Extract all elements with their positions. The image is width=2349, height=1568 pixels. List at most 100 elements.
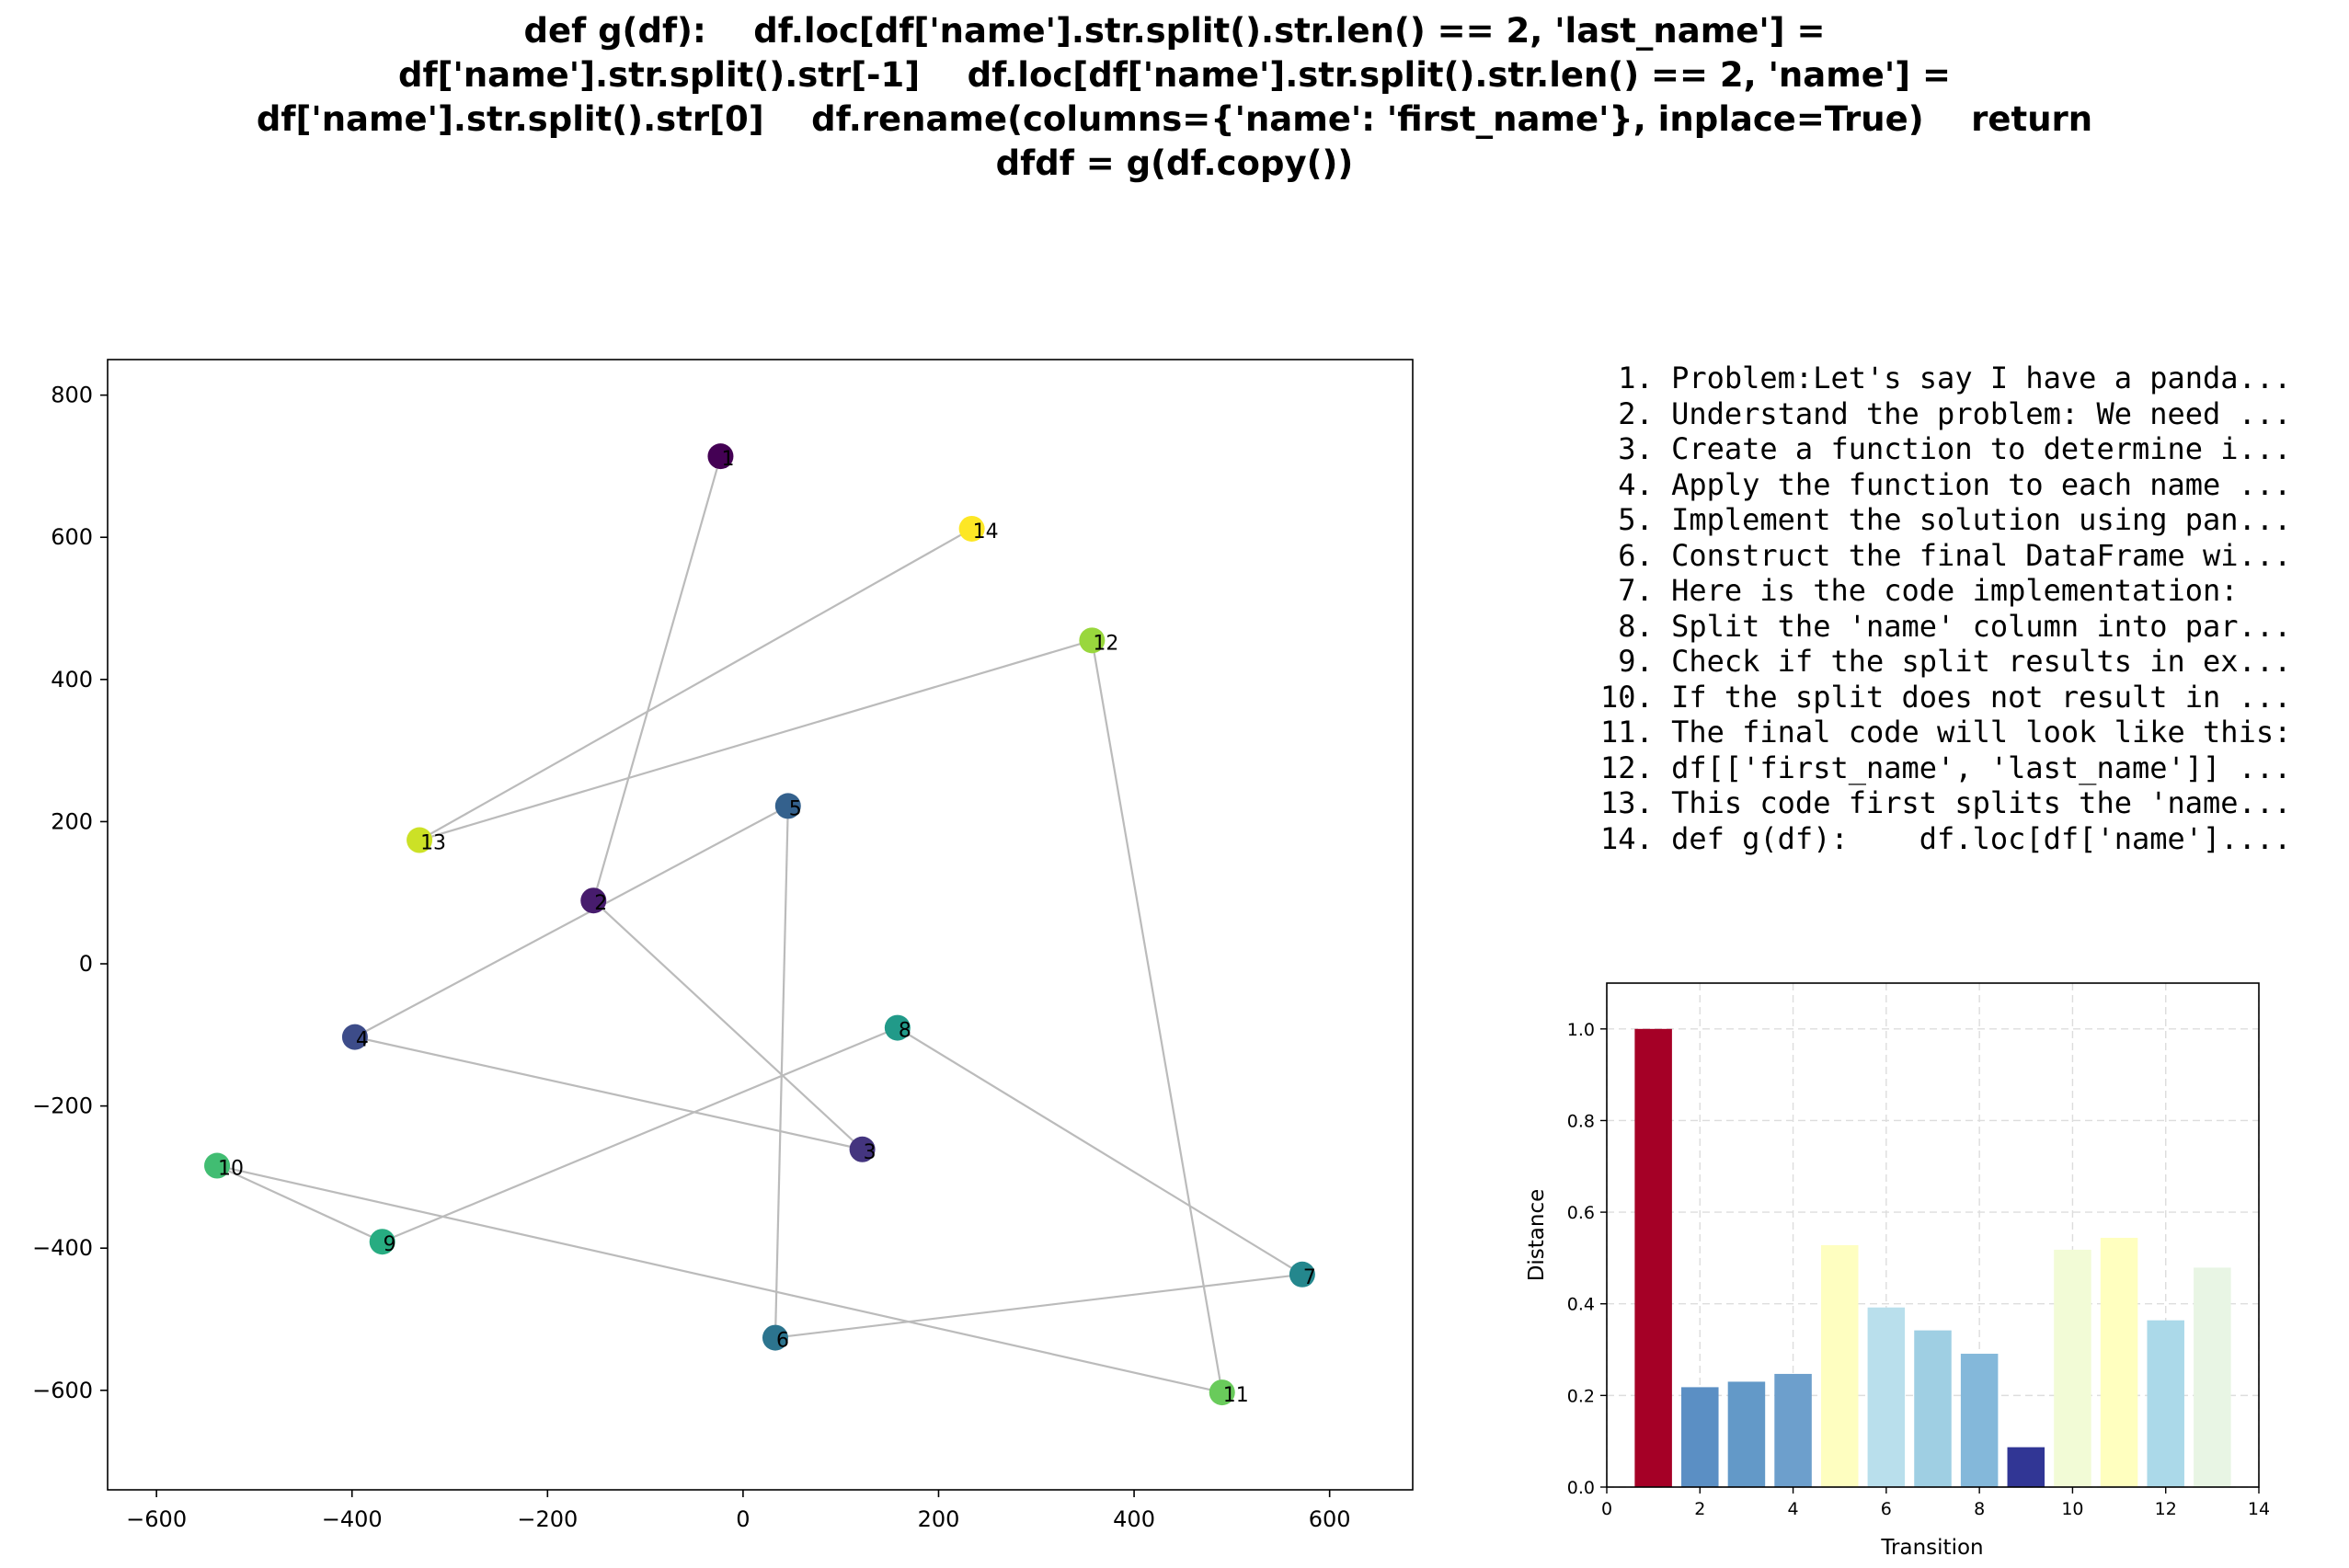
bar-y-tick-label: 0.8 [1567,1111,1595,1131]
bar-y-tick-label: 1.0 [1567,1020,1595,1040]
bar [1867,1307,1906,1487]
point-label: 9 [384,1233,396,1256]
bar [2054,1249,2091,1487]
point-label: 7 [1303,1266,1316,1289]
step-item: 3. Create a function to determine i... [1600,431,2292,466]
y-tick-label: 0 [79,951,93,977]
scatter-point [958,515,985,542]
bar [1634,1028,1672,1487]
bar [2100,1237,2138,1487]
path-segment [592,899,864,1150]
step-item: 5. Implement the solution using pan... [1600,502,2292,537]
step-item: 12. df[['first_name', 'last_name']] ... [1600,750,2292,785]
y-tick-label: −600 [32,1378,93,1403]
x-tick-label: −400 [322,1506,383,1532]
path-segment [216,1164,1222,1394]
bar-y-tick-label: 0.6 [1567,1203,1595,1223]
bar-x-tick-label: 12 [2155,1499,2177,1519]
scatter-point [204,1152,231,1179]
step-item: 1. Problem:Let's say I have a panda... [1600,361,2292,395]
bar-x-tick-label: 4 [1788,1499,1799,1519]
bar-x-tick-label: 6 [1881,1499,1892,1519]
reasoning-steps-list: 1. Problem:Let's say I have a panda... 2… [1600,361,2291,856]
x-tick-label: 400 [1113,1506,1155,1532]
bar-y-tick-label: 0.4 [1567,1295,1595,1315]
path-segment [216,1164,384,1243]
bar-y-tick-label: 0.0 [1567,1478,1595,1498]
x-tick-label: −600 [126,1506,187,1532]
bar [1681,1387,1719,1487]
path-segment [418,528,973,841]
x-tick-label: 0 [736,1506,750,1532]
bar-x-axis-label: Transition [1880,1536,1983,1560]
bar-y-tick-label: 0.2 [1567,1386,1595,1406]
scatter-plot-area [108,360,1413,1490]
title-line: df['name'].str.split().str[0] df.rename(… [256,99,2093,139]
bar-axes-frame [1606,982,2260,1488]
title-line: df['name'].str.split().str[-1] df.loc[df… [398,55,1951,95]
point-label: 3 [864,1141,877,1164]
title-line: dfdf = g(df.copy()) [995,143,1354,183]
y-tick-label: 200 [51,808,93,834]
bar [1914,1330,1952,1487]
scatter-point [762,1324,788,1351]
bar-x-tick-label: 0 [1601,1499,1612,1519]
point-label: 1 [721,448,734,471]
point-label: 4 [356,1029,369,1052]
point-label: 5 [789,797,802,820]
scatter-point [849,1136,876,1162]
point-label: 14 [973,521,999,544]
point-label: 6 [776,1330,789,1353]
bar [2194,1267,2231,1487]
scatter-point [407,827,433,853]
bar [1820,1244,1859,1487]
path-segment [897,1026,1303,1276]
bar-y-axis-label: Distance [1525,1189,1549,1282]
x-tick-label: 200 [918,1506,960,1532]
bar-x-tick-label: 8 [1974,1499,1985,1519]
scatter-point [1079,627,1106,654]
path-segment [418,639,1093,841]
path-segment [354,805,789,1038]
step-item: 6. Construct the final DataFrame wi... [1600,537,2292,573]
step-item: 10. If the split does not result in ... [1600,679,2292,715]
scatter-axes-frame [107,359,1414,1491]
point-label: 8 [899,1020,911,1043]
title-line: def g(df): df.loc[df['name'].str.split()… [523,11,1826,51]
bar-x-tick-label: 10 [2061,1499,2083,1519]
step-item: 14. def g(df): df.loc[df['name'].... [1600,820,2292,856]
point-label: 10 [218,1158,244,1181]
bar-x-tick-label: 14 [2248,1499,2270,1519]
x-tick-label: 600 [1309,1506,1351,1532]
figure-title: def g(df): df.loc[df['name'].str.split()… [0,9,2349,186]
path-segment [1091,640,1223,1393]
scatter-point [369,1229,395,1255]
y-tick-label: −400 [32,1235,93,1261]
path-segment [592,455,722,901]
y-tick-label: 600 [51,524,93,550]
path-segment [773,806,789,1338]
path-segment [354,1036,863,1150]
scatter-point [707,443,734,470]
y-tick-label: 800 [51,383,93,408]
scatter-point [1209,1379,1235,1406]
scatter-point [1289,1261,1315,1288]
step-item: 8. Split the 'name' column into par... [1600,608,2292,644]
point-label: 13 [420,832,446,855]
y-tick-label: −200 [32,1093,93,1119]
bar [1960,1354,1999,1487]
step-item: 11. The final code will look like this: [1600,715,2292,750]
step-item: 4. Apply the function to each name ... [1600,466,2292,502]
path-segment [774,1273,1303,1339]
bar [2147,1320,2184,1487]
scatter-point [580,887,607,914]
scatter-point [774,793,801,819]
scatter-point [884,1014,911,1041]
bar-x-tick-label: 2 [1694,1499,1705,1519]
y-tick-label: 400 [51,667,93,692]
step-item: 9. Check if the split results in ex... [1600,644,2292,679]
point-label: 2 [594,892,607,915]
bar [1727,1381,1766,1487]
scatter-point [341,1024,368,1050]
